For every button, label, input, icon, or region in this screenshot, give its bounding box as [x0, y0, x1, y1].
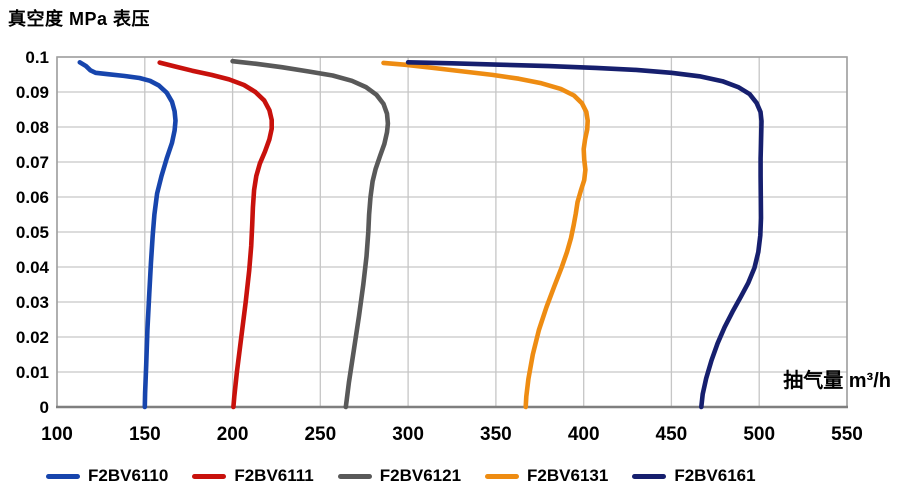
x-tick-label: 100	[41, 424, 73, 445]
series-line-F2BV6110	[77, 59, 178, 410]
y-tick-label: 0	[40, 398, 49, 417]
x-tick-label: 500	[743, 424, 775, 445]
x-tick-label: 300	[392, 424, 424, 445]
legend-item-f2bv6110: F2BV6110	[46, 466, 168, 486]
chart-plot-area: 0 0.01 0.02 0.03 0.04 0.05 0.06 0.07 0.08 0.09 0.1…	[16, 48, 891, 445]
legend-label: F2BV6131	[527, 466, 609, 485]
legend-line-swatch-icon	[632, 473, 667, 479]
chart-legend: F2BV6110 F2BV6111 F2BV6121 F2BV6131 F2BV…	[46, 463, 756, 489]
legend-item-f2bv6121: F2BV6121	[337, 466, 462, 486]
y-tick-label: 0.01	[16, 363, 49, 382]
y-tick-label: 0.07	[16, 153, 49, 172]
series-line-F2BV6121	[230, 58, 391, 410]
legend-label: F2BV6111	[234, 466, 314, 485]
chart-title: 真空度 MPa 表压	[8, 9, 151, 29]
series-line-F2BV6161	[405, 59, 764, 410]
series-line-F2BV6111	[157, 60, 275, 410]
x-tick-label: 250	[304, 424, 336, 445]
legend-item-f2bv6131: F2BV6131	[485, 466, 608, 486]
y-tick-label: 0.02	[16, 328, 49, 347]
legend-label: F2BV6110	[88, 466, 169, 485]
legend-line-swatch-icon	[485, 473, 520, 479]
x-tick-label: 550	[831, 424, 863, 445]
series-line-F2BV6131	[381, 60, 591, 410]
legend-line-swatch-icon	[192, 473, 227, 479]
y-tick-label: 0.04	[16, 258, 50, 277]
y-tick-label: 0.1	[25, 48, 49, 67]
y-tick-label: 0.06	[16, 188, 49, 207]
y-tick-label: 0.05	[16, 223, 49, 242]
x-tick-label: 200	[217, 424, 249, 445]
legend-label: F2BV6161	[674, 466, 756, 485]
legend-line-swatch-icon	[46, 473, 80, 479]
legend-item-f2bv6111: F2BV6111	[192, 466, 314, 486]
legend-label: F2BV6121	[379, 466, 462, 485]
x-tick-label: 450	[656, 424, 688, 445]
y-tick-label: 0.08	[16, 118, 49, 137]
x-axis-label: 抽气量 m³/h	[783, 368, 891, 392]
y-tick-label: 0.03	[16, 293, 49, 312]
legend-item-f2bv6161: F2BV6161	[632, 466, 756, 486]
x-tick-label: 400	[568, 424, 600, 445]
x-tick-label: 350	[480, 424, 512, 445]
x-tick-label: 150	[129, 424, 161, 445]
legend-line-swatch-icon	[337, 473, 372, 479]
y-tick-label: 0.09	[16, 83, 49, 102]
